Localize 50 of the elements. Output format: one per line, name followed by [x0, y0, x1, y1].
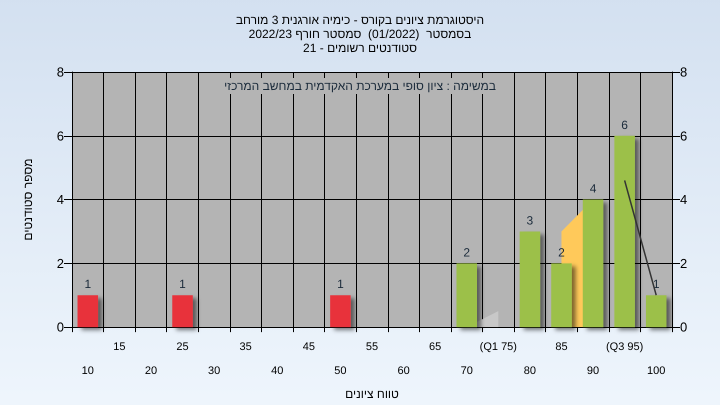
x-tick-label: (Q1 75): [480, 341, 517, 354]
data-label: 6: [621, 118, 628, 132]
data-label: 3: [526, 213, 534, 228]
chart-title: היסטוגרמת ציונים בקורס - כימיה אורגנית 3 מורחב: [236, 13, 484, 27]
data-label: 1: [179, 277, 186, 292]
y2-tick-label: 8: [680, 64, 688, 80]
x-tick-label: 20: [144, 365, 158, 378]
x-tick-label: 10: [82, 365, 94, 378]
annotation: במשימה : ציון סופי במערכת האקדמית במחשב המרכזי: [224, 79, 496, 93]
x-tick-label: 25: [176, 341, 189, 354]
data-label: 4: [590, 182, 597, 196]
y2-tick-label: 4: [680, 192, 688, 208]
data-label: 1: [337, 277, 344, 292]
data-label: 2: [558, 245, 566, 260]
x-tick-label: 40: [271, 365, 284, 378]
y-tick-label: 8: [56, 64, 64, 80]
y-axis-title: מספר סטודנטים: [21, 158, 35, 241]
data-label: 2: [463, 245, 470, 260]
bar: [646, 295, 666, 328]
y-tick-label: 0: [56, 320, 64, 335]
x-tick-label: 85: [555, 341, 568, 354]
x-tick-label: 45: [302, 341, 315, 354]
x-tick-label: 65: [429, 341, 442, 354]
y2-tick-label: 0: [680, 320, 688, 335]
data-label: 1: [84, 277, 92, 292]
chart-subtitle: בסמסטר (01/2022) סמסטר חורף 2022/23 סטודנטים רשומים - 21: [248, 27, 472, 55]
x-tick-label: 35: [240, 341, 252, 354]
x-tick-label: 100: [647, 365, 666, 378]
x-axis-title: טווח ציונים: [345, 387, 400, 401]
x-tick-label: 30: [208, 365, 220, 378]
bar: [330, 295, 351, 328]
bar: [456, 263, 477, 328]
bar: [614, 136, 635, 328]
x-tick-label: 60: [397, 365, 410, 378]
bar: [172, 295, 193, 328]
bar: [78, 295, 98, 328]
bar: [520, 231, 540, 328]
x-tick-label: 90: [586, 365, 600, 378]
x-tick-label: 80: [524, 365, 536, 378]
y2-tick-label: 2: [680, 256, 688, 271]
x-tick-label: 55: [366, 341, 378, 354]
x-tick-label: (Q3 95): [606, 341, 644, 354]
y-tick-label: 2: [56, 256, 64, 271]
y-tick-label: 4: [56, 192, 64, 208]
y-tick-label: 6: [56, 128, 64, 144]
data-label: 1: [652, 277, 660, 292]
x-tick-label: 70: [460, 365, 473, 378]
x-tick-label: 50: [334, 365, 347, 378]
x-tick-label: 15: [113, 341, 126, 354]
y2-tick-label: 6: [680, 128, 688, 144]
